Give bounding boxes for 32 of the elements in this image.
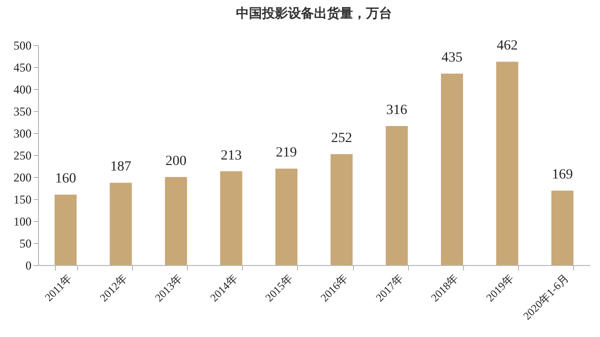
data-label: 219 [276,146,297,161]
bar [220,171,242,265]
y-tick-label: 200 [14,170,32,184]
bar [275,168,298,265]
y-tick-label: 50 [20,236,32,250]
data-label: 160 [55,172,76,187]
data-label: 462 [496,38,518,54]
data-label: 187 [110,160,132,175]
bar [164,177,188,265]
bar [110,182,132,265]
chart-title: 中国投影设备出货量，万台 [236,6,392,21]
bar [496,62,518,265]
bar [330,154,353,265]
bar [551,190,574,265]
data-label: 435 [442,50,462,66]
data-label: 169 [552,168,573,183]
y-tick-label: 100 [14,214,32,228]
y-tick-label: 350 [14,104,32,118]
y-tick-label: 0 [26,258,32,272]
y-tick-label: 150 [14,192,32,206]
data-label: 213 [220,148,242,164]
y-tick-label: 250 [14,148,32,162]
bar [386,126,408,265]
y-tick-label: 300 [14,126,32,140]
y-tick-label: 450 [14,60,32,74]
y-tick-label: 500 [14,38,32,52]
bar [440,74,464,265]
data-label: 252 [331,131,352,146]
data-label: 200 [166,154,186,169]
bar [54,194,77,265]
data-label: 316 [386,102,408,118]
y-tick-label: 400 [14,82,32,96]
